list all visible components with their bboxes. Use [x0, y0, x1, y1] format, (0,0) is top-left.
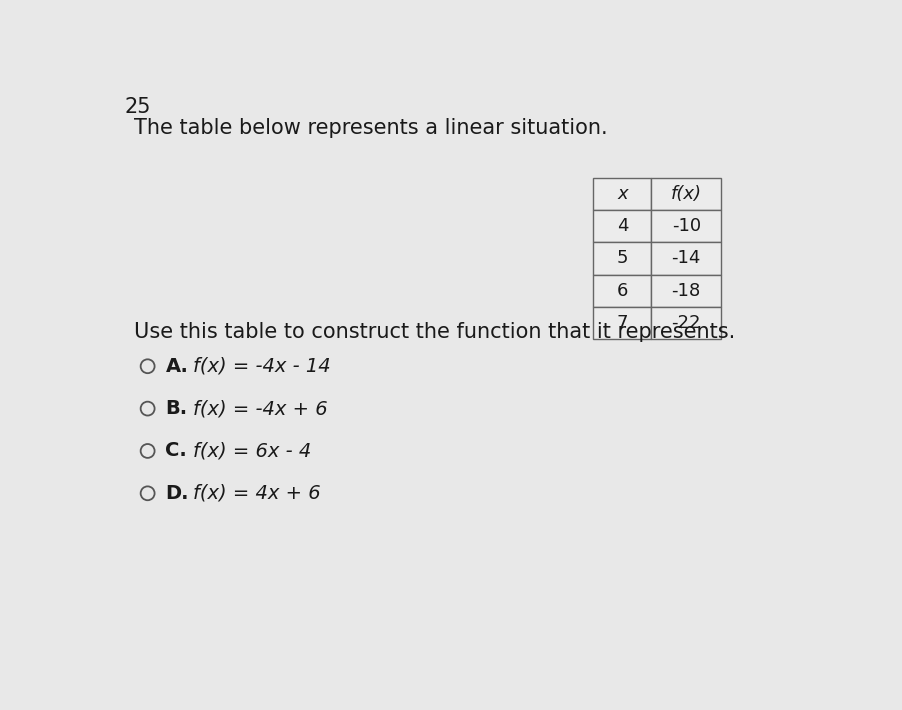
- Bar: [651, 242, 721, 275]
- Text: A.: A.: [165, 356, 189, 376]
- Text: 4: 4: [617, 217, 628, 235]
- Circle shape: [141, 486, 154, 501]
- Text: Use this table to construct the function that it represents.: Use this table to construct the function…: [134, 322, 736, 342]
- Text: 7: 7: [617, 314, 628, 332]
- Text: -18: -18: [672, 282, 701, 300]
- Text: -14: -14: [672, 249, 701, 268]
- Text: C.: C.: [165, 442, 188, 461]
- Text: B.: B.: [165, 399, 188, 418]
- Text: f(x) = 6x - 4: f(x) = 6x - 4: [192, 442, 311, 461]
- Circle shape: [141, 402, 154, 415]
- Text: f(x) = 4x + 6: f(x) = 4x + 6: [192, 484, 320, 503]
- Text: f(x) = -4x - 14: f(x) = -4x - 14: [192, 356, 330, 376]
- Text: 5: 5: [617, 249, 628, 268]
- Bar: [594, 307, 651, 339]
- Bar: [651, 307, 721, 339]
- Text: The table below represents a linear situation.: The table below represents a linear situ…: [134, 118, 608, 138]
- Bar: [651, 275, 721, 307]
- Bar: [594, 242, 651, 275]
- Text: -22: -22: [671, 314, 701, 332]
- Bar: [594, 275, 651, 307]
- Text: 6: 6: [617, 282, 628, 300]
- Text: 25: 25: [124, 97, 151, 116]
- Bar: [594, 210, 651, 242]
- Text: -10: -10: [672, 217, 701, 235]
- Bar: [651, 178, 721, 210]
- Text: f(x) = -4x + 6: f(x) = -4x + 6: [192, 399, 327, 418]
- Circle shape: [141, 359, 154, 373]
- Text: D.: D.: [165, 484, 189, 503]
- Circle shape: [141, 444, 154, 458]
- Bar: [651, 210, 721, 242]
- Text: f(x): f(x): [671, 185, 702, 203]
- Text: x: x: [617, 185, 628, 203]
- Bar: [594, 178, 651, 210]
